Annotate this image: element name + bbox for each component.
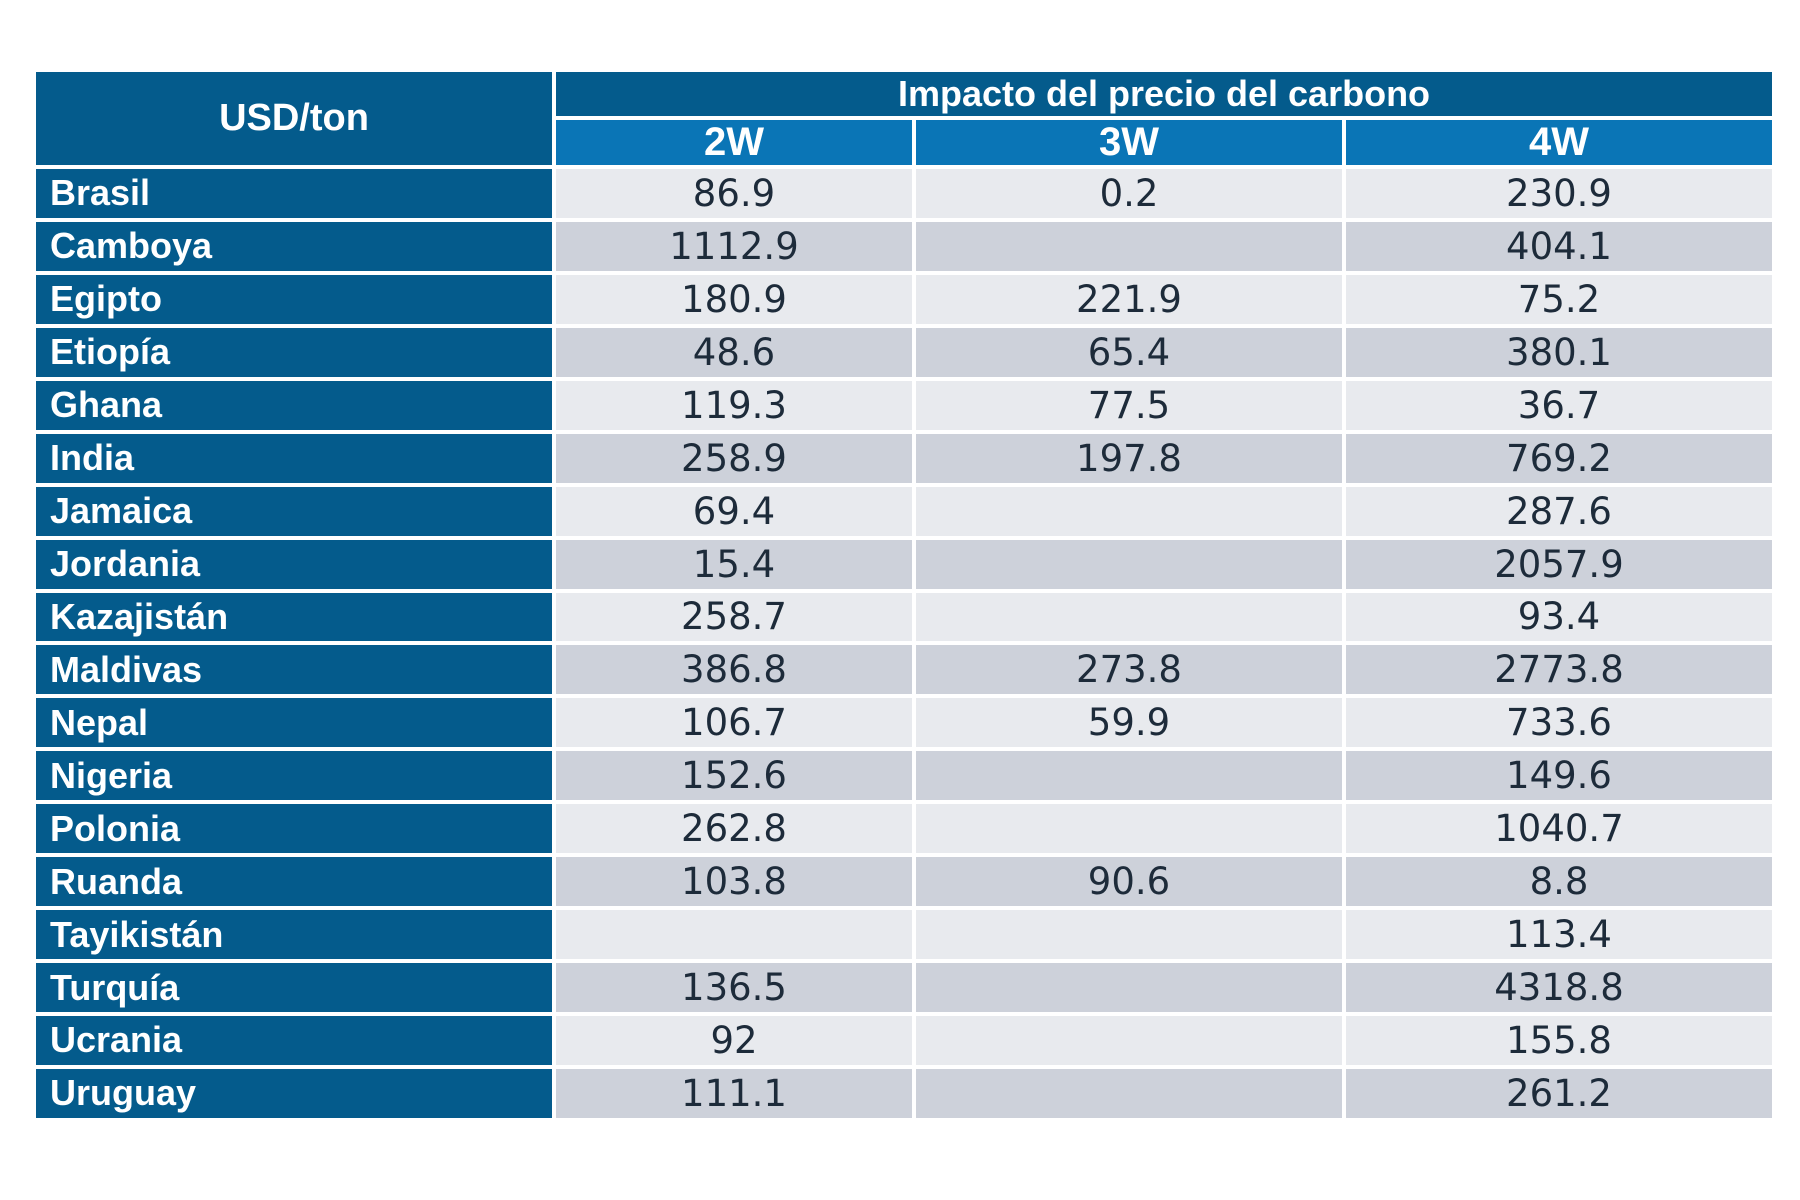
table-row: Nepal 106.7 59.9 733.6 <box>32 694 1776 752</box>
table-cell: 1112.9 <box>552 217 916 275</box>
table-cell: 287.6 <box>1342 482 1776 540</box>
table-row: India 258.9 197.8 769.2 <box>32 429 1776 487</box>
table-cell <box>912 588 1346 646</box>
table-cell <box>912 217 1346 275</box>
table-row: Kazajistán 258.7 93.4 <box>32 588 1776 646</box>
row-label: Brasil <box>32 165 556 222</box>
table-row: Tayikistán 113.4 <box>32 906 1776 964</box>
table-row: Brasil 86.9 0.2 230.9 <box>32 165 1776 222</box>
table-cell: 733.6 <box>1342 694 1776 752</box>
row-label: Egipto <box>32 270 556 328</box>
table-cell: 48.6 <box>552 323 916 381</box>
table-row: Maldivas 386.8 273.8 2773.8 <box>32 641 1776 699</box>
row-label: Ruanda <box>32 853 556 911</box>
table-cell: 2773.8 <box>1342 641 1776 699</box>
table-cell: 93.4 <box>1342 588 1776 646</box>
column-header-4w: 4W <box>1342 116 1776 169</box>
table-cell: 149.6 <box>1342 747 1776 805</box>
table-cell: 261.2 <box>1342 1064 1776 1123</box>
table-cell: 221.9 <box>912 270 1346 328</box>
table-cell: 380.1 <box>1342 323 1776 381</box>
table-row: Jordania 15.4 2057.9 <box>32 535 1776 593</box>
table-cell: 4318.8 <box>1342 959 1776 1016</box>
column-header-2w: 2W <box>552 116 916 169</box>
table-cell: 258.7 <box>552 588 916 646</box>
table-cell: 769.2 <box>1342 429 1776 487</box>
table-row: Camboya 1112.9 404.1 <box>32 217 1776 275</box>
table-cell: 404.1 <box>1342 217 1776 275</box>
table-cell <box>912 747 1346 805</box>
table-cell: 136.5 <box>552 959 916 1016</box>
table-row: Turquía 136.5 4318.8 <box>32 959 1776 1016</box>
table-cell <box>912 535 1346 593</box>
table-row: Egipto 180.9 221.9 75.2 <box>32 270 1776 328</box>
table-row: Nigeria 152.6 149.6 <box>32 747 1776 805</box>
table-row: Jamaica 69.4 287.6 <box>32 482 1776 540</box>
table-cell: 103.8 <box>552 853 916 911</box>
table-cell: 113.4 <box>1342 906 1776 964</box>
row-label: India <box>32 429 556 487</box>
table-cell <box>912 1064 1346 1123</box>
row-label: Jamaica <box>32 482 556 540</box>
table-cell: 8.8 <box>1342 853 1776 911</box>
row-label: Nepal <box>32 694 556 752</box>
row-label: Tayikistán <box>32 906 556 964</box>
table-cell: 258.9 <box>552 429 916 487</box>
row-label: Kazajistán <box>32 588 556 646</box>
table-cell: 36.7 <box>1342 376 1776 434</box>
table-row: Ucrania 92 155.8 <box>32 1012 1776 1069</box>
table-cell: 152.6 <box>552 747 916 805</box>
row-label: Ucrania <box>32 1012 556 1069</box>
table-row: Ghana 119.3 77.5 36.7 <box>32 376 1776 434</box>
row-label: Turquía <box>32 959 556 1016</box>
table-cell: 90.6 <box>912 853 1346 911</box>
table-cell: 75.2 <box>1342 270 1776 328</box>
table-cell <box>912 482 1346 540</box>
table-cell: 86.9 <box>552 165 916 222</box>
table-row: Uruguay 111.1 261.2 <box>32 1064 1776 1123</box>
row-label: Maldivas <box>32 641 556 699</box>
row-label: Uruguay <box>32 1064 556 1123</box>
table-cell: 65.4 <box>912 323 1346 381</box>
table-cell <box>912 959 1346 1016</box>
table-cell: 106.7 <box>552 694 916 752</box>
row-label: Jordania <box>32 535 556 593</box>
table-cell: 15.4 <box>552 535 916 593</box>
row-label: Etiopía <box>32 323 556 381</box>
table-cell: 0.2 <box>912 165 1346 222</box>
table-cell: 77.5 <box>912 376 1346 434</box>
table-row: Polonia 262.8 1040.7 <box>32 800 1776 858</box>
row-label: Camboya <box>32 217 556 275</box>
corner-header: USD/ton <box>32 68 556 169</box>
table-cell: 180.9 <box>552 270 916 328</box>
table-cell: 1040.7 <box>1342 800 1776 858</box>
table-cell <box>912 1012 1346 1069</box>
table-body: Brasil 86.9 0.2 230.9 Camboya 1112.9 404.1 Egip… <box>32 165 1776 1123</box>
table-cell: 262.8 <box>552 800 916 858</box>
table-cell: 92 <box>552 1012 916 1069</box>
table-cell: 230.9 <box>1342 165 1776 222</box>
table-cell: 2057.9 <box>1342 535 1776 593</box>
table-cell: 155.8 <box>1342 1012 1776 1069</box>
table-cell: 59.9 <box>912 694 1346 752</box>
table-cell <box>912 800 1346 858</box>
table-cell <box>912 906 1346 964</box>
row-label: Ghana <box>32 376 556 434</box>
table-cell: 386.8 <box>552 641 916 699</box>
table-cell: 197.8 <box>912 429 1346 487</box>
carbon-price-table: USD/ton Impacto del precio del carbono 2… <box>32 68 1776 1123</box>
table-row: Ruanda 103.8 90.6 8.8 <box>32 853 1776 911</box>
table-row: Etiopía 48.6 65.4 380.1 <box>32 323 1776 381</box>
table-cell: 273.8 <box>912 641 1346 699</box>
table-cell: 111.1 <box>552 1064 916 1123</box>
row-label: Polonia <box>32 800 556 858</box>
column-header-3w: 3W <box>912 116 1346 169</box>
table-cell <box>552 906 916 964</box>
table-cell: 119.3 <box>552 376 916 434</box>
row-label: Nigeria <box>32 747 556 805</box>
group-header: Impacto del precio del carbono <box>552 68 1776 120</box>
table-cell: 69.4 <box>552 482 916 540</box>
